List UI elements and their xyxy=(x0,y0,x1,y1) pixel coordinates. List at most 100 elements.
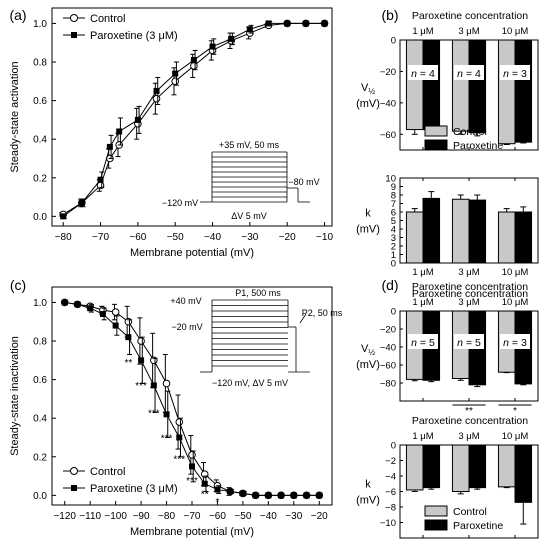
x-tick-label: −100 xyxy=(104,511,127,522)
protocol-hold-label: −120 mV xyxy=(162,198,198,208)
y-axis-unit: (mV) xyxy=(356,495,380,507)
significance-mark: * xyxy=(216,497,220,508)
category-label: 1 μM xyxy=(412,431,433,442)
y-tick-label: −60 xyxy=(380,130,396,141)
data-point xyxy=(303,492,310,499)
data-point xyxy=(150,382,157,389)
n-label-bg xyxy=(408,65,438,80)
data-point xyxy=(78,199,85,206)
legend-label: Control xyxy=(453,126,487,138)
category-label: 10 μM xyxy=(502,26,529,37)
bar xyxy=(497,444,516,488)
data-point xyxy=(176,434,183,441)
data-point xyxy=(111,308,120,316)
data-point xyxy=(171,77,179,86)
y-axis-label: Steady-state activation xyxy=(9,61,21,172)
data-point xyxy=(87,305,94,312)
panel-label: (d) xyxy=(381,277,398,293)
legend-swatch xyxy=(424,125,448,137)
data-point xyxy=(190,62,198,70)
x-tick-label: −120 xyxy=(53,511,76,522)
data-point xyxy=(163,411,170,418)
x-tick-label: −60 xyxy=(129,232,146,243)
bar xyxy=(422,444,441,489)
bar xyxy=(468,39,487,134)
legend-marker xyxy=(71,485,77,491)
category-label: 1 μM xyxy=(412,26,433,37)
n-label-bg xyxy=(500,65,530,80)
data-point xyxy=(134,116,141,123)
protocol-pointer xyxy=(299,313,307,324)
data-point xyxy=(252,492,259,499)
legend-swatch xyxy=(424,505,448,517)
bar xyxy=(422,197,441,264)
significance-mark: *** xyxy=(186,476,198,487)
y-axis-label: k xyxy=(365,479,371,491)
category-label: 3 μM xyxy=(458,297,479,308)
protocol-top-label: +40 mV xyxy=(170,296,201,306)
data-point xyxy=(302,20,309,27)
y-tick-label: −6 xyxy=(385,487,396,498)
category-label: 1 μM xyxy=(412,267,433,278)
n-label: n = 4 xyxy=(457,68,481,80)
y-tick-label: −2 xyxy=(385,456,396,467)
data-point xyxy=(112,322,119,329)
legend-marker xyxy=(71,32,77,38)
y-tick-label: 10 xyxy=(385,174,396,185)
y-axis-unit: (mV) xyxy=(356,224,380,236)
y-axis-unit: (mV) xyxy=(356,98,380,110)
legend-marker xyxy=(70,14,78,22)
y-tick-label: −10 xyxy=(380,518,396,529)
data-point xyxy=(125,334,132,341)
category-label: 10 μM xyxy=(502,431,529,442)
x-tick-label: −20 xyxy=(279,232,296,243)
n-label: n = 4 xyxy=(411,68,435,80)
data-point xyxy=(189,463,195,470)
data-point xyxy=(209,43,216,50)
y-tick-label: 0.8 xyxy=(33,58,47,69)
y-tick-label: −20 xyxy=(380,67,396,78)
panel-label: (a) xyxy=(9,7,26,23)
y-tick-label: 2 xyxy=(391,242,396,253)
n-label: n = 5 xyxy=(457,337,481,349)
bar xyxy=(514,211,533,264)
bar xyxy=(405,39,424,131)
bar xyxy=(514,39,533,143)
y-tick-label: 0 xyxy=(391,307,396,318)
data-point xyxy=(172,70,179,77)
bar xyxy=(422,39,441,131)
protocol-p1-label: P1, 500 ms xyxy=(235,288,281,298)
legend-label: Paroxetine xyxy=(453,140,503,152)
series-line xyxy=(62,22,325,215)
x-tick-label: −60 xyxy=(209,511,226,522)
category-label: 3 μM xyxy=(458,26,479,37)
data-point xyxy=(228,35,235,42)
n-label: n = 3 xyxy=(503,337,527,349)
y-tick-label: 8 xyxy=(391,191,396,202)
x-tick-label: −80 xyxy=(158,511,175,522)
data-point xyxy=(284,20,291,27)
category-label: 10 μM xyxy=(502,297,529,308)
data-point xyxy=(162,379,171,388)
y-tick-label: 0 xyxy=(391,36,396,47)
protocol-top-label: +35 mV, 50 ms xyxy=(219,140,279,150)
data-point xyxy=(227,488,234,495)
panel-label: (b) xyxy=(381,7,398,23)
data-point xyxy=(316,492,323,499)
y-axis-label: V½ xyxy=(361,343,375,357)
data-point xyxy=(290,492,297,499)
n-label-bg xyxy=(454,334,484,349)
data-point xyxy=(61,299,68,306)
y-tick-label: 0.0 xyxy=(33,212,47,223)
y-tick-label: 0.8 xyxy=(33,337,47,348)
y-tick-label: −40 xyxy=(380,98,396,109)
bar xyxy=(451,39,470,132)
category-label: 10 μM xyxy=(502,267,529,278)
y-tick-label: 5 xyxy=(391,216,396,227)
bar-title: Paroxetine concentration xyxy=(412,10,528,22)
y-tick-label: −60 xyxy=(380,361,396,372)
x-tick-label: −110 xyxy=(79,511,101,522)
x-tick-label: −30 xyxy=(241,232,258,243)
data-point xyxy=(214,486,221,493)
y-axis-label: Steady-state inactivation xyxy=(9,336,21,456)
